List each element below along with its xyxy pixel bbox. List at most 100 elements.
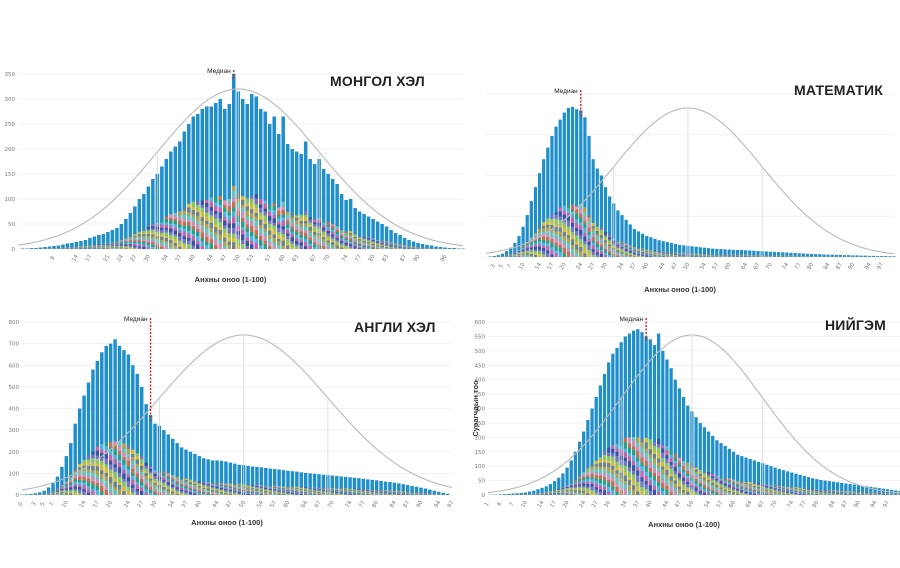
bar-stack-segment xyxy=(101,246,106,248)
bar-stack-segment xyxy=(719,490,723,493)
bar-stack-segment xyxy=(740,486,744,488)
bar-stack-segment xyxy=(312,494,317,495)
bar-stack-segment xyxy=(586,482,590,484)
bar-stack-segment xyxy=(249,195,254,199)
bar-stack-segment xyxy=(326,240,330,243)
bar-stack-segment xyxy=(169,237,173,240)
bar-stack-segment xyxy=(723,482,727,484)
bar-stack-segment xyxy=(215,488,219,490)
bar-stack-segment xyxy=(648,445,652,450)
bar-stack-segment xyxy=(86,472,91,477)
bar-stack-segment xyxy=(227,227,232,234)
x-tick-label: 30 xyxy=(150,500,159,509)
bar xyxy=(694,246,698,257)
bar-stack-segment xyxy=(537,241,542,245)
bar-stack-segment xyxy=(117,476,122,482)
bar-stack-segment xyxy=(587,223,591,228)
bar-stack-segment xyxy=(640,462,644,467)
bar-stack-segment xyxy=(335,494,339,495)
bar-stack-segment xyxy=(366,491,370,493)
bar-stack-segment xyxy=(187,244,191,249)
bar-stack-segment xyxy=(565,487,569,489)
bar-stack-segment xyxy=(82,491,86,495)
bar-stack-segment xyxy=(673,454,677,458)
bar-stack-segment xyxy=(233,485,237,487)
bar-stack-segment xyxy=(748,492,752,494)
bar-stack-segment xyxy=(644,457,648,462)
bar-stack-segment xyxy=(711,488,715,490)
bar-stack-segment xyxy=(348,243,353,245)
bar-stack-segment xyxy=(60,487,64,489)
bar-stack-segment xyxy=(223,200,227,205)
bar-stack-segment xyxy=(110,242,115,244)
bar-stack-segment xyxy=(603,236,608,239)
bar-stack-segment xyxy=(299,488,304,490)
bar-stack-segment xyxy=(586,479,590,483)
bar-stack-segment xyxy=(582,477,586,481)
bar-stack-segment xyxy=(205,223,209,229)
bar-stack-segment xyxy=(599,247,604,250)
bar-stack-segment xyxy=(272,492,277,494)
bar-stack-segment xyxy=(594,478,598,481)
bar-stack-segment xyxy=(719,483,723,485)
bar-stack-segment xyxy=(290,488,295,489)
bar-stack-segment xyxy=(250,491,255,493)
bar xyxy=(694,417,698,495)
bar-stack-segment xyxy=(196,216,200,222)
bar-stack-segment xyxy=(348,489,352,490)
bar-stack-segment xyxy=(740,492,744,495)
bar-stack-segment xyxy=(166,488,171,490)
bar-stack-segment xyxy=(677,473,682,478)
bar-stack-segment xyxy=(640,453,644,458)
bar-stack-segment xyxy=(393,246,398,248)
bar-stack-segment xyxy=(752,484,756,486)
bar-stack-segment xyxy=(590,477,594,480)
bar xyxy=(706,431,711,495)
bar-stack-segment xyxy=(135,459,139,464)
bar-stack-segment xyxy=(636,250,641,252)
bar-stack-segment xyxy=(627,447,632,453)
bar xyxy=(169,151,173,249)
x-tick-label: 34 xyxy=(617,262,626,271)
bar-stack-segment xyxy=(719,488,723,491)
bar-stack-segment xyxy=(765,487,769,489)
bar-stack-segment xyxy=(665,446,669,451)
bar-stack-segment xyxy=(206,492,210,494)
x-tick-label: 90 xyxy=(413,254,422,263)
bar-stack-segment xyxy=(623,457,627,462)
bar-stack-segment xyxy=(627,476,632,481)
bar-stack-segment xyxy=(162,475,166,478)
bar-stack-segment xyxy=(206,488,210,490)
bar xyxy=(789,252,793,257)
y-tick-label: 50 xyxy=(478,479,485,485)
bar-stack-segment xyxy=(344,237,348,239)
bar-stack-segment xyxy=(255,484,259,487)
bar-stack-segment xyxy=(263,244,267,249)
bar-stack-segment xyxy=(794,489,798,491)
bar-stack-segment xyxy=(669,483,673,488)
x-tick-label: 60 xyxy=(724,262,733,271)
bar-stack-segment xyxy=(591,245,595,250)
bar-stack-segment xyxy=(677,492,682,495)
bar xyxy=(628,224,632,257)
bar-stack-segment xyxy=(566,208,571,214)
bar-stack-segment xyxy=(694,490,698,493)
bar-stack-segment xyxy=(162,490,166,493)
bar-stack-segment xyxy=(756,493,761,495)
bar-stack-segment xyxy=(583,212,587,216)
bar xyxy=(786,471,790,495)
bar-stack-segment xyxy=(295,491,299,493)
bar-stack-segment xyxy=(106,243,110,245)
bar xyxy=(599,175,604,257)
bar-stack-segment xyxy=(558,216,562,221)
bar xyxy=(24,494,29,495)
bar-stack-segment xyxy=(339,242,344,245)
bar xyxy=(374,480,379,495)
bar-stack-segment xyxy=(303,236,308,240)
bar xyxy=(773,467,777,495)
bar-stack-segment xyxy=(60,485,64,486)
bar-stack-segment xyxy=(193,487,197,489)
bar-stack-segment xyxy=(366,238,371,240)
bar-stack-segment xyxy=(723,492,727,494)
bar-stack-segment xyxy=(144,466,148,469)
